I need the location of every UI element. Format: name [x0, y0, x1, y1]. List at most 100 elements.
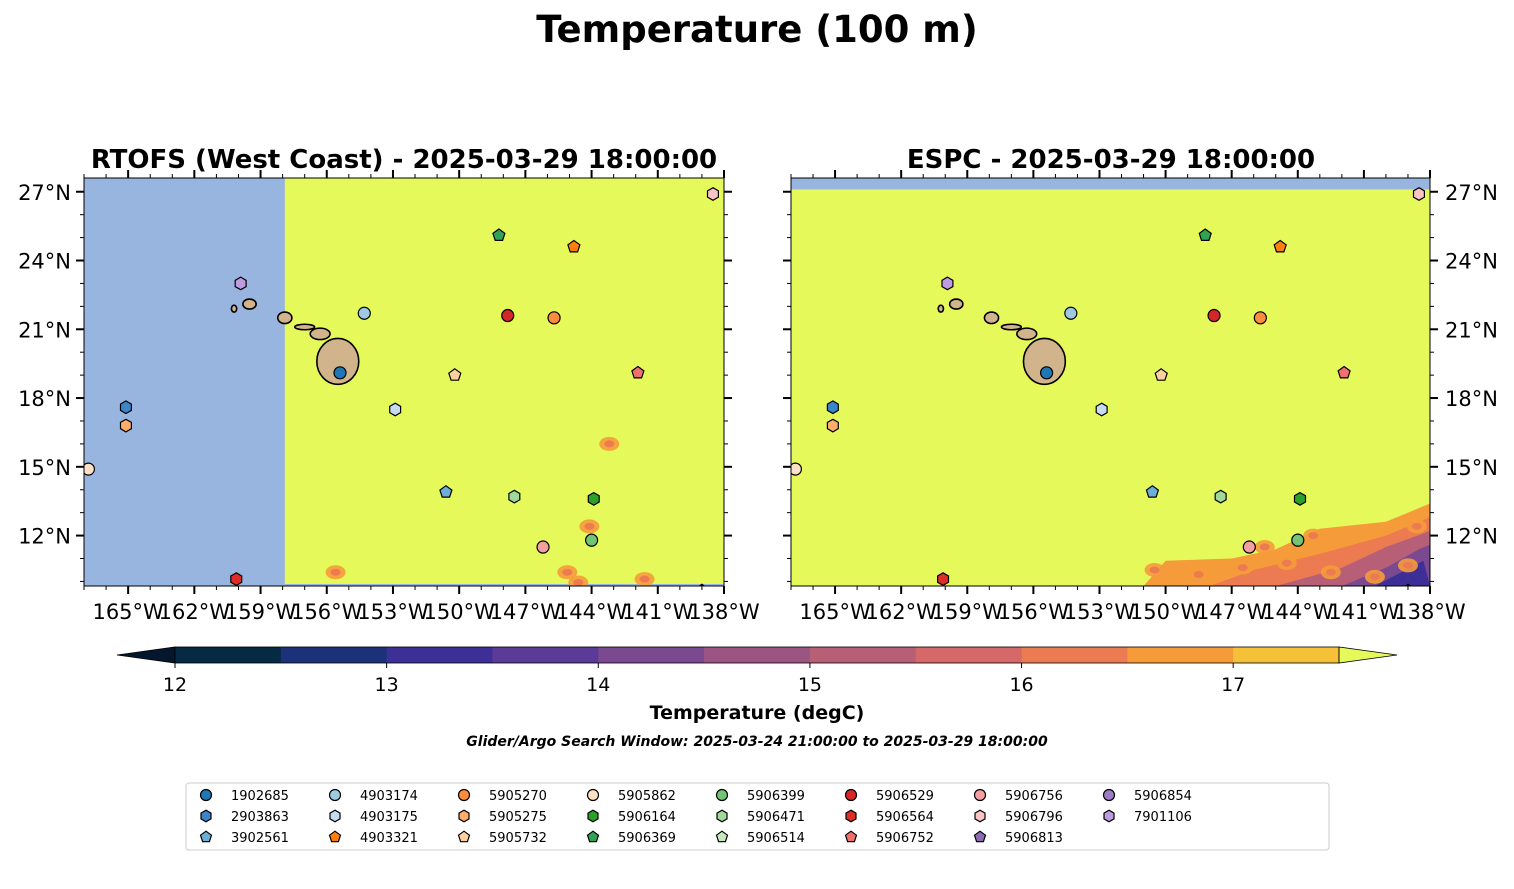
float-7901106	[941, 276, 954, 291]
float-5905732	[1154, 368, 1168, 381]
legend-marker-7901106	[1103, 809, 1115, 823]
colorbar-bin	[704, 647, 811, 663]
float-7901106	[234, 276, 247, 291]
legend-label: 7901106	[1134, 810, 1192, 825]
legend-label: 5906564	[876, 810, 934, 825]
island-maui	[1016, 327, 1038, 341]
colorbar-tick-label: 17	[1221, 674, 1245, 696]
legend-marker-5906471	[716, 809, 728, 823]
warm-patch-core	[1411, 522, 1422, 530]
warm-patch-core	[1193, 571, 1204, 579]
float-5906529	[1207, 308, 1221, 323]
island-kauai	[242, 298, 257, 310]
colorbar-tick-label: 16	[1009, 674, 1033, 696]
legend-label: 5906752	[876, 831, 934, 846]
float-5906564	[230, 572, 243, 586]
colorbar-bin	[175, 647, 282, 663]
map-area	[791, 178, 1430, 586]
float-5906796	[706, 187, 720, 201]
colorbar-bin	[598, 647, 705, 663]
island-oahu	[983, 311, 1000, 325]
legend-label: 5906813	[1005, 831, 1063, 846]
temperature-colorbar: 12 13 14 15 16 17	[116, 646, 1398, 696]
x-tick-label: 144°W	[556, 600, 628, 624]
x-tick-label: 138°W	[1394, 600, 1466, 624]
legend-marker-4903175	[329, 809, 341, 823]
colorbar-bin	[280, 647, 388, 663]
float-2903863	[119, 400, 132, 415]
island-hawaii	[316, 337, 360, 386]
island-oahu	[276, 311, 293, 325]
float-4903321	[1273, 239, 1287, 253]
float-5905862	[84, 462, 96, 476]
float-5905275	[119, 418, 132, 433]
float-4903321	[567, 239, 581, 253]
y-tick-label: 18°N	[18, 387, 71, 411]
map-frame	[790, 177, 1431, 587]
x-tick-label: 153°W	[357, 600, 429, 624]
island-niihau	[937, 304, 945, 313]
colorbar-bin	[1233, 647, 1340, 663]
legend-marker-5906756	[973, 788, 987, 802]
legend-label: 5906399	[747, 789, 805, 804]
x-tick-label: 147°W	[490, 600, 562, 624]
map-frame	[83, 177, 725, 587]
float-5905275	[826, 418, 839, 433]
float-5905270	[1253, 311, 1267, 325]
warm-patch-core	[1237, 564, 1248, 572]
float-4903174	[357, 306, 371, 320]
float-5906399	[1291, 533, 1305, 547]
legend-marker-5905270	[457, 788, 471, 802]
x-tick-label: 156°W	[998, 600, 1070, 624]
no-data-mask	[84, 178, 285, 586]
legend-frame	[185, 782, 1330, 851]
legend-marker-5906399	[715, 788, 729, 802]
float-5906756	[1242, 540, 1256, 554]
y-tick-label: 12°N	[1445, 525, 1498, 549]
colorbar-label: Temperature (degC)	[650, 702, 865, 724]
warm-patch-core	[1308, 532, 1319, 540]
legend-marker-5905862	[586, 788, 600, 802]
float-5906164	[1293, 491, 1307, 506]
x-tick-label: 153°W	[1064, 600, 1136, 624]
legend-label: 5906756	[1005, 789, 1063, 804]
island-molokai	[293, 323, 316, 331]
warm-patch-core	[573, 579, 584, 586]
legend-marker-5905275	[458, 809, 470, 823]
x-tick-label: 141°W	[1328, 600, 1400, 624]
float-4903174	[1064, 306, 1078, 320]
island-hawaii	[1022, 337, 1067, 386]
float-5905732	[448, 368, 462, 381]
rtofs-panel-title: RTOFS (West Coast) - 2025-03-29 18:00:00	[91, 145, 717, 175]
colorbar-tick-label: 12	[163, 674, 187, 696]
float-5906756	[536, 540, 550, 554]
y-tick-label: 24°N	[1445, 250, 1498, 274]
espc-map-panel: ESPC - 2025-03-29 18:00:00 165°W162°W159…	[783, 145, 1498, 624]
legend-label: 5905732	[489, 831, 547, 846]
float-5906369	[1198, 228, 1212, 241]
y-tick-label: 18°N	[1445, 387, 1498, 411]
no-data-strip	[284, 584, 724, 586]
x-tick-label: 138°W	[688, 600, 760, 624]
colorbar-bin	[809, 647, 917, 663]
legend-label: 1902685	[231, 789, 289, 804]
colorbar-under-extend	[116, 646, 176, 664]
float-5906752	[1337, 365, 1351, 379]
legend-label: 4903175	[360, 810, 418, 825]
warm-patch-core	[562, 568, 573, 576]
y-tick-label: 21°N	[1445, 318, 1498, 342]
float-1902685	[1039, 366, 1054, 380]
colorbar-tick-label: 15	[798, 674, 822, 696]
legend-label: 5906514	[747, 831, 805, 846]
float-5906369	[492, 228, 506, 241]
colorbar-bin	[1127, 647, 1234, 663]
float-5906164	[587, 491, 600, 506]
colorbar-tick-label: 14	[586, 674, 610, 696]
legend-label: 3902561	[231, 831, 289, 846]
warm-patch-core	[1281, 559, 1292, 567]
y-tick-label: 21°N	[18, 318, 71, 342]
figure-title: Temperature (100 m)	[536, 8, 978, 51]
map-area	[84, 178, 724, 586]
x-tick-label: 141°W	[622, 600, 694, 624]
island-maui	[309, 327, 331, 341]
